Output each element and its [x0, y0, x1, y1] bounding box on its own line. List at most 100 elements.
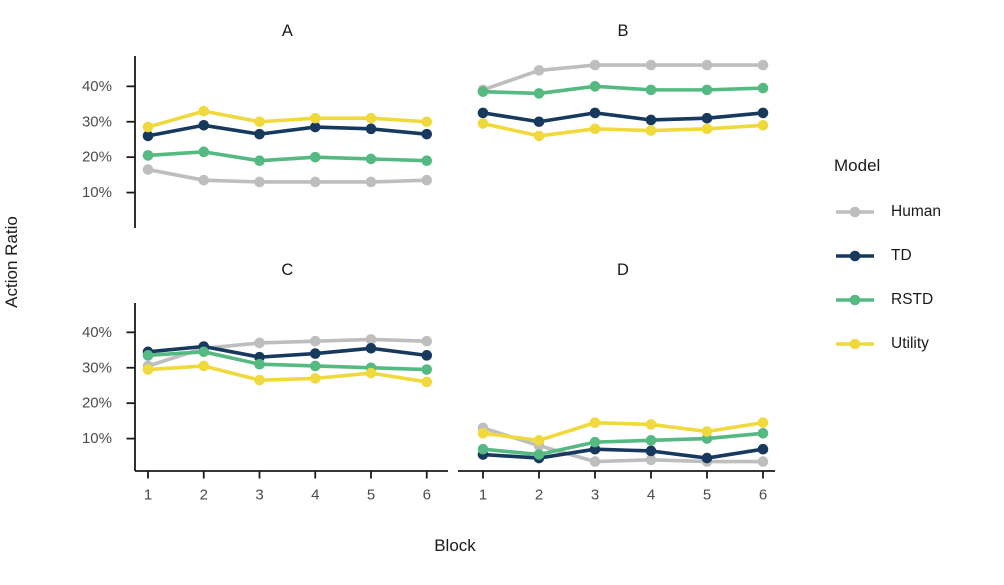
- data-point-td-A-block1: [142, 130, 154, 142]
- series-line-utility-B: [482, 121, 764, 138]
- data-point-human-C-block3: [254, 337, 265, 349]
- data-point-human-B-block2: [533, 65, 545, 76]
- data-point-td-B-block4: [645, 114, 657, 126]
- data-point-human-D-block4: [645, 454, 657, 466]
- series-line-td-A: [147, 123, 427, 138]
- x-tick-label: 2: [535, 487, 543, 504]
- x-tick-label: 3: [255, 487, 263, 504]
- series-line-rstd-C: [147, 350, 427, 372]
- series-line-td-B: [482, 111, 764, 124]
- y-tick-label: 30%: [82, 359, 112, 376]
- y-tick-label: 10%: [82, 430, 112, 447]
- series-line-human-D: [482, 426, 763, 464]
- legend-key-rstd: [836, 294, 874, 306]
- panel-title-B: B: [617, 22, 628, 40]
- data-point-utility-B-block4: [645, 125, 657, 136]
- data-point-human-A-block5: [365, 176, 377, 188]
- data-point-utility-D-block3: [589, 417, 601, 428]
- data-point-utility-D-block5: [701, 426, 713, 437]
- data-point-utility-B-block3: [589, 123, 601, 135]
- data-point-td-B-block5: [701, 112, 713, 124]
- data-point-td-A-block5: [365, 123, 377, 135]
- x-tick-label: 4: [311, 487, 319, 504]
- panel-title-D: D: [617, 261, 629, 279]
- x-tick-label: 5: [703, 487, 711, 504]
- series-line-utility-C: [147, 364, 428, 384]
- data-point-utility-D-block2: [533, 435, 545, 446]
- x-tick-label: 2: [200, 487, 208, 504]
- x-axis-title: Block: [434, 536, 476, 555]
- data-point-utility-C-block5: [365, 367, 377, 379]
- legend-key-utility: [836, 338, 874, 350]
- data-point-human-B-block6: [757, 59, 769, 71]
- legend-key-human: [836, 206, 874, 218]
- data-point-human-A-block1: [142, 164, 154, 175]
- data-point-human-C-block5: [365, 334, 377, 345]
- panel-title-A: A: [282, 22, 293, 40]
- data-point-rstd-D-block2: [533, 449, 545, 460]
- data-point-rstd-B-block3: [589, 81, 601, 92]
- data-point-human-B-block4: [645, 59, 657, 71]
- data-point-utility-C-block1: [142, 364, 154, 375]
- legend-title: Model: [834, 156, 881, 175]
- series-line-td-C: [147, 344, 427, 359]
- y-tick-label: 30%: [82, 113, 112, 130]
- data-point-td-C-block4: [309, 348, 321, 359]
- series-line-rstd-A: [147, 150, 427, 163]
- x-tick-label: 6: [759, 487, 767, 504]
- y-tick-label: 40%: [82, 324, 112, 341]
- data-point-rstd-C-block3: [254, 358, 265, 370]
- x-tick-label: 1: [144, 487, 152, 504]
- data-point-rstd-D-block1: [477, 443, 489, 455]
- legend-label-human: Human: [891, 203, 941, 220]
- series-line-rstd-D: [482, 431, 764, 457]
- data-point-utility-A-block6: [421, 116, 433, 128]
- data-point-rstd-D-block3: [589, 436, 601, 448]
- y-tick-label: 10%: [82, 184, 112, 201]
- x-tick-label: 5: [367, 487, 375, 504]
- x-tick-label: 4: [647, 487, 655, 504]
- series-line-human-A: [147, 167, 427, 184]
- data-point-human-A-block6: [421, 174, 433, 186]
- data-point-rstd-A-block2: [198, 146, 210, 158]
- legend-entry-human: Human: [822, 190, 1000, 234]
- data-point-utility-C-block6: [421, 376, 433, 388]
- data-point-utility-C-block3: [254, 374, 265, 386]
- data-point-human-A-block3: [254, 176, 265, 188]
- data-point-td-B-block1: [477, 107, 489, 119]
- data-point-utility-B-block5: [701, 123, 713, 135]
- data-point-human-B-block3: [589, 59, 601, 71]
- data-point-rstd-A-block4: [309, 151, 321, 163]
- data-point-utility-A-block4: [309, 112, 321, 124]
- data-point-human-D-block6: [757, 456, 769, 467]
- data-point-human-D-block3: [589, 456, 601, 467]
- data-point-td-B-block6: [757, 107, 769, 119]
- data-point-human-A-block2: [198, 174, 210, 186]
- legend-label-td: TD: [891, 247, 912, 264]
- data-point-rstd-A-block5: [365, 153, 377, 165]
- data-point-rstd-C-block1: [142, 350, 154, 361]
- data-point-td-A-block4: [309, 121, 321, 133]
- series-line-td-D: [482, 447, 764, 460]
- data-point-utility-B-block1: [477, 118, 489, 129]
- data-point-rstd-C-block4: [309, 360, 321, 372]
- data-point-td-C-block6: [421, 350, 433, 361]
- data-point-utility-B-block6: [757, 119, 769, 131]
- data-point-td-B-block3: [589, 107, 601, 119]
- legend-entries: Human TD RSTD: [822, 190, 1000, 366]
- data-point-rstd-B-block6: [757, 82, 769, 94]
- data-point-rstd-D-block4: [645, 435, 657, 446]
- data-point-rstd-A-block6: [421, 155, 433, 167]
- data-point-rstd-A-block3: [254, 155, 265, 167]
- data-point-rstd-B-block5: [701, 84, 713, 96]
- data-point-utility-B-block2: [533, 130, 545, 142]
- data-point-utility-C-block4: [309, 373, 321, 384]
- series-line-utility-D: [482, 420, 764, 443]
- data-point-td-B-block2: [533, 116, 545, 128]
- data-point-rstd-C-block6: [421, 364, 433, 375]
- data-point-rstd-C-block2: [198, 346, 210, 358]
- data-point-td-A-block3: [254, 128, 265, 140]
- data-point-utility-A-block1: [142, 121, 154, 133]
